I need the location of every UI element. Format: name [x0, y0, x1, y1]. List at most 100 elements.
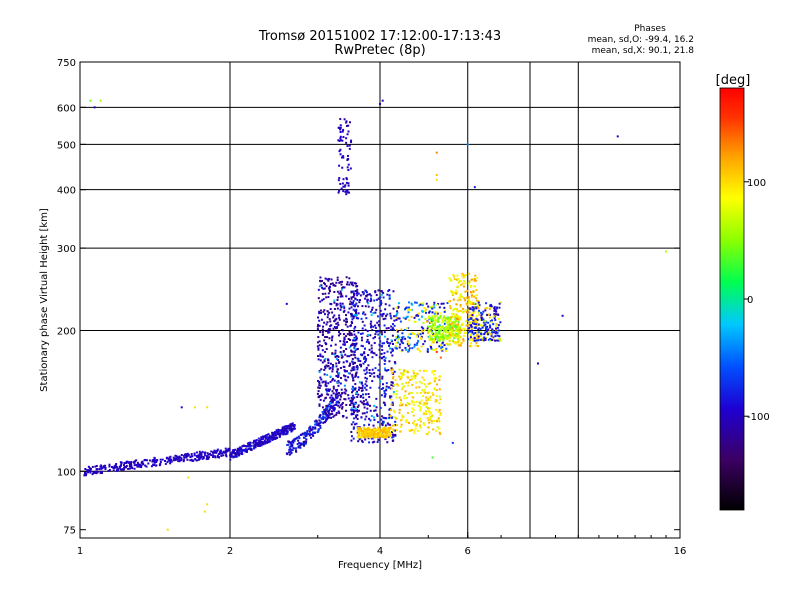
- data-point: [350, 423, 353, 426]
- data-point: [472, 307, 475, 310]
- data-point: [455, 332, 458, 335]
- data-point: [186, 458, 189, 461]
- data-point: [364, 418, 367, 421]
- data-point: [463, 297, 466, 300]
- data-point: [298, 444, 301, 447]
- data-point: [225, 455, 228, 458]
- data-point: [356, 294, 359, 297]
- data-point: [363, 352, 366, 355]
- data-point: [441, 320, 444, 323]
- data-point: [422, 332, 425, 335]
- data-point: [291, 429, 294, 432]
- data-point: [232, 456, 235, 459]
- data-point: [342, 136, 345, 139]
- data-point: [111, 466, 114, 469]
- data-point: [380, 331, 383, 334]
- data-point: [352, 404, 355, 407]
- data-point: [339, 182, 342, 185]
- data-point: [125, 464, 128, 467]
- data-point: [410, 302, 413, 305]
- data-point: [363, 347, 366, 350]
- data-point: [437, 329, 440, 332]
- data-point: [477, 300, 480, 303]
- data-point: [230, 452, 233, 455]
- data-point: [318, 285, 321, 288]
- data-point: [436, 426, 439, 429]
- data-point: [380, 357, 383, 360]
- data-point: [332, 327, 335, 330]
- data-point: [361, 435, 364, 438]
- data-point: [427, 325, 430, 328]
- data-point: [433, 337, 436, 340]
- data-point: [352, 284, 355, 287]
- data-point: [338, 292, 341, 295]
- data-point: [416, 334, 419, 337]
- data-point: [464, 331, 467, 334]
- data-point: [351, 367, 354, 370]
- data-point: [345, 317, 348, 320]
- data-point: [321, 286, 324, 289]
- data-point: [384, 404, 387, 407]
- data-point: [382, 427, 385, 430]
- data-point: [435, 389, 438, 392]
- data-point: [492, 315, 495, 318]
- data-point: [346, 189, 349, 192]
- data-point: [294, 437, 297, 440]
- data-point: [341, 406, 344, 409]
- data-point: [337, 191, 340, 194]
- data-point: [346, 325, 349, 328]
- data-point: [436, 383, 439, 386]
- data-point: [331, 336, 334, 339]
- data-point: [388, 342, 391, 345]
- data-point: [342, 343, 345, 346]
- data-point: [366, 335, 369, 338]
- data-point: [467, 308, 470, 311]
- data-point: [193, 452, 196, 455]
- data-point: [387, 429, 390, 432]
- data-point: [342, 361, 345, 364]
- data-point: [325, 412, 328, 415]
- data-point: [472, 290, 475, 293]
- data-point: [386, 429, 389, 432]
- data-point: [335, 393, 338, 396]
- data-point: [382, 420, 385, 423]
- data-point: [366, 338, 369, 341]
- data-point: [317, 396, 320, 399]
- data-point: [486, 313, 489, 316]
- data-point: [115, 466, 118, 469]
- data-point: [365, 340, 368, 343]
- data-point: [372, 311, 375, 314]
- data-point: [291, 441, 294, 444]
- data-point: [399, 399, 402, 402]
- data-point: [328, 403, 331, 406]
- data-point: [414, 301, 417, 304]
- data-point: [476, 339, 479, 342]
- data-point: [354, 290, 357, 293]
- data-point: [376, 440, 379, 443]
- data-point: [398, 336, 401, 339]
- data-point: [339, 124, 342, 127]
- data-point: [455, 330, 458, 333]
- data-point: [427, 426, 430, 429]
- data-point: [443, 315, 446, 318]
- data-point: [207, 453, 210, 456]
- data-point: [445, 318, 448, 321]
- data-point: [289, 450, 292, 453]
- data-point: [122, 468, 125, 471]
- data-point: [364, 372, 367, 375]
- data-point: [473, 318, 476, 321]
- data-point: [389, 435, 392, 438]
- data-point: [478, 318, 481, 321]
- data-point: [241, 449, 244, 452]
- data-point: [365, 433, 368, 436]
- data-point: [168, 456, 171, 459]
- data-point: [118, 466, 121, 469]
- data-point: [340, 395, 343, 398]
- data-point: [384, 432, 387, 435]
- data-point: [401, 336, 404, 339]
- data-point: [156, 459, 159, 462]
- data-point: [384, 438, 387, 441]
- data-point: [270, 436, 273, 439]
- data-point: [397, 338, 400, 341]
- data-point: [343, 336, 346, 339]
